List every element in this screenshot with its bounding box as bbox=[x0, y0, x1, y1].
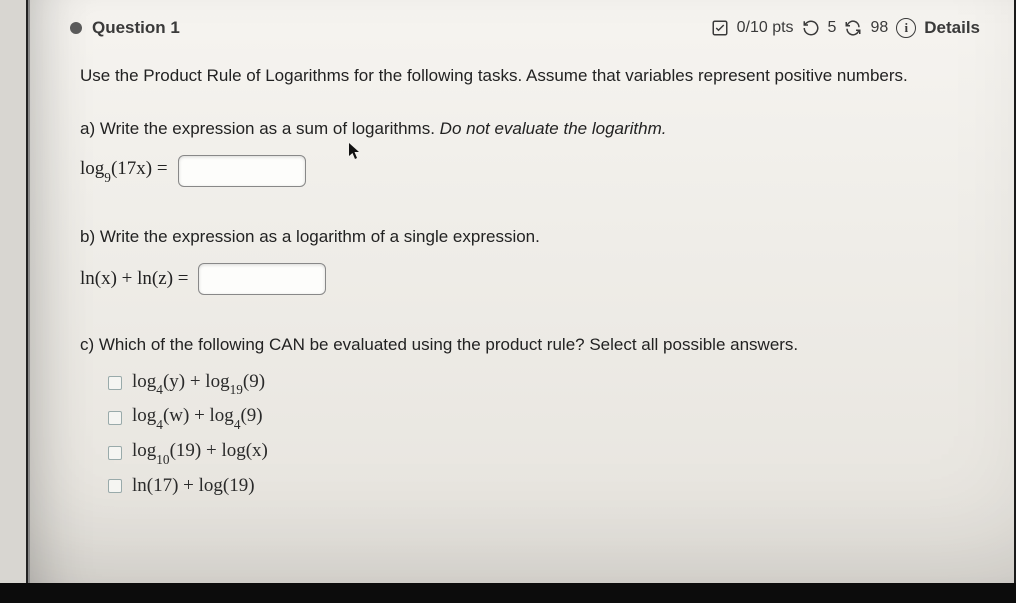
info-icon[interactable]: i bbox=[896, 18, 916, 38]
part-b: b) Write the expression as a logarithm o… bbox=[80, 227, 964, 295]
part-b-math: ln(x) + ln(z) = bbox=[80, 268, 188, 290]
part-c: c) Which of the following CAN be evaluat… bbox=[80, 335, 964, 497]
attempts-text: 5 bbox=[828, 19, 837, 37]
part-a: a) Write the expression as a sum of loga… bbox=[80, 119, 964, 187]
option-row: log10(19) + log(x) bbox=[108, 440, 964, 465]
retry-icon bbox=[802, 19, 820, 37]
question-header: Question 1 0/10 pts 5 98 i Details bbox=[30, 0, 1014, 52]
details-link[interactable]: Details bbox=[924, 18, 980, 38]
header-left: Question 1 bbox=[70, 18, 180, 38]
part-a-expression: log9(17x) = bbox=[80, 155, 964, 187]
count-text: 98 bbox=[870, 19, 888, 37]
part-a-prompt: a) Write the expression as a sum of loga… bbox=[80, 119, 964, 139]
question-body: Use the Product Rule of Logarithms for t… bbox=[30, 52, 1014, 497]
part-c-options: log4(y) + log19(9) log4(w) + log4(9) log10… bbox=[80, 371, 964, 497]
part-b-prompt: b) Write the expression as a logarithm o… bbox=[80, 227, 964, 247]
option-checkbox[interactable] bbox=[108, 446, 122, 460]
part-c-prompt: c) Which of the following CAN be evaluat… bbox=[80, 335, 964, 355]
option-row: log4(w) + log4(9) bbox=[108, 405, 964, 430]
option-row: log4(y) + log19(9) bbox=[108, 371, 964, 396]
option-checkbox[interactable] bbox=[108, 479, 122, 493]
part-b-input[interactable] bbox=[198, 263, 326, 295]
option-checkbox[interactable] bbox=[108, 376, 122, 390]
log-arg: (17x) bbox=[111, 158, 152, 179]
equals-sign: = bbox=[157, 158, 168, 179]
left-binding-strip bbox=[0, 0, 28, 600]
part-a-math: log9(17x) = bbox=[80, 158, 168, 183]
option-math: log10(19) + log(x) bbox=[132, 440, 268, 465]
question-page: Question 1 0/10 pts 5 98 i Details bbox=[28, 0, 1014, 600]
option-checkbox[interactable] bbox=[108, 411, 122, 425]
log-text: log bbox=[80, 158, 104, 179]
reload-icon bbox=[844, 19, 862, 37]
option-math: log4(w) + log4(9) bbox=[132, 405, 263, 430]
log-base: 9 bbox=[104, 170, 111, 185]
intro-text: Use the Product Rule of Logarithms for t… bbox=[80, 64, 940, 89]
part-a-input[interactable] bbox=[178, 155, 306, 187]
part-a-prefix: a) Write the expression as a sum of loga… bbox=[80, 119, 440, 138]
bottom-dark-bar bbox=[0, 583, 1016, 603]
score-text: 0/10 pts bbox=[737, 19, 794, 37]
option-math: ln(17) + log(19) bbox=[132, 475, 255, 497]
option-math: log4(y) + log19(9) bbox=[132, 371, 265, 396]
part-b-expression: ln(x) + ln(z) = bbox=[80, 263, 964, 295]
checkbox-icon bbox=[711, 19, 729, 37]
header-right: 0/10 pts 5 98 i Details bbox=[711, 18, 980, 38]
status-dot-icon bbox=[70, 22, 82, 34]
question-title: Question 1 bbox=[92, 18, 180, 38]
part-a-italic: Do not evaluate the logarithm. bbox=[440, 119, 667, 138]
option-row: ln(17) + log(19) bbox=[108, 475, 964, 497]
